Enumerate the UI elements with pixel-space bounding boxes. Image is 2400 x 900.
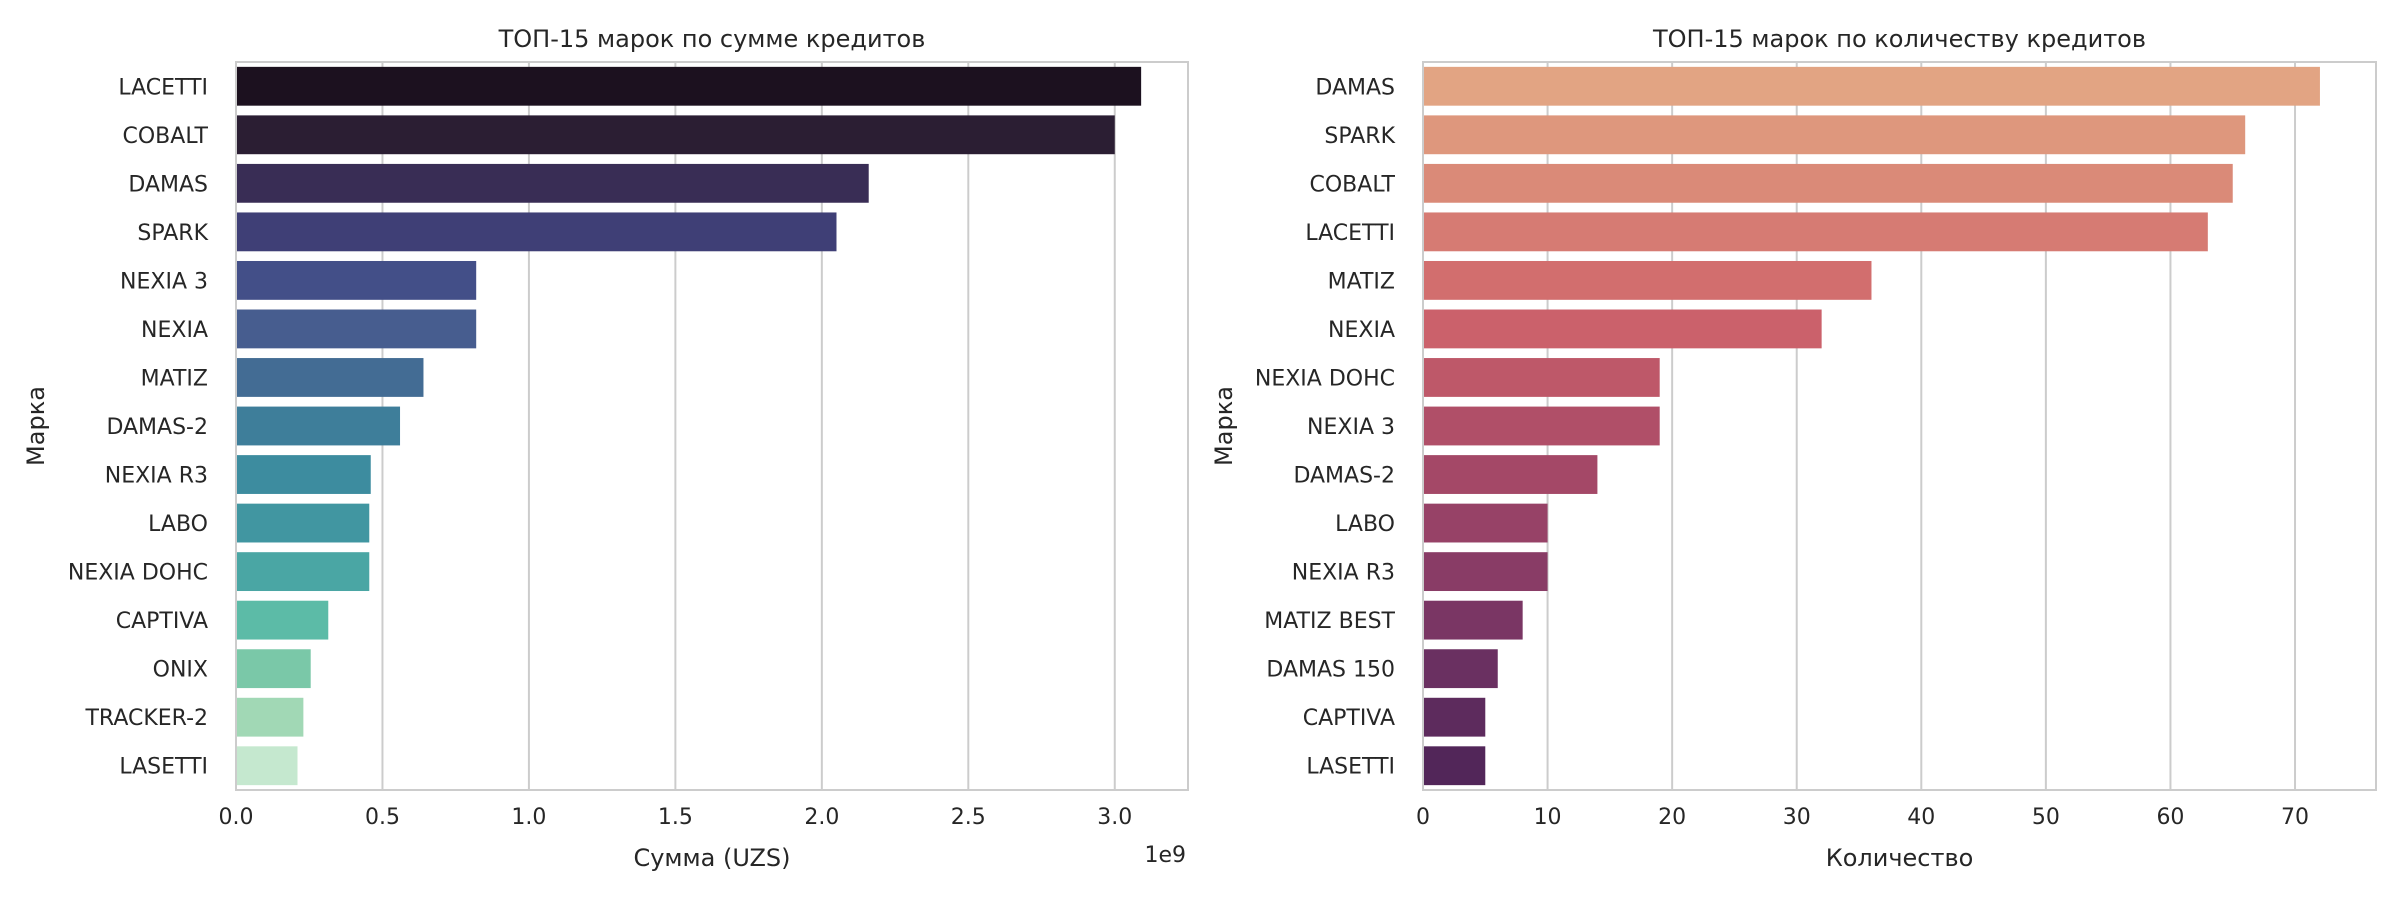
- bar: [236, 697, 304, 737]
- y-tick-label: NEXIA 3: [120, 269, 208, 294]
- bar: [1423, 212, 2208, 252]
- bar: [236, 115, 1115, 155]
- y-tick-label: NEXIA: [1328, 318, 1395, 343]
- x-tick-label: 0: [1416, 805, 1430, 830]
- y-tick-label: LABO: [1335, 512, 1395, 537]
- bar: [1423, 697, 1486, 737]
- bar: [1423, 455, 1598, 494]
- bar: [236, 649, 311, 689]
- bar: [236, 163, 869, 203]
- plot-frame: [235, 61, 1189, 791]
- y-tick-label: LABO: [148, 512, 208, 537]
- bar: [236, 746, 298, 786]
- x-tick-labels: 0.0 0.5 1.0 1.5 2.0 2.5 3.0: [219, 805, 1133, 830]
- x-tick-label: 3.0: [1097, 805, 1132, 830]
- bar: [236, 212, 837, 252]
- y-tick-labels: DAMAS SPARK COBALT LACETTI MATIZ NEXIA NEXIA D…: [1255, 75, 1396, 779]
- y-tick-label: ONIX: [153, 658, 208, 683]
- x-axis-label: Сумма (UZS): [633, 844, 790, 872]
- x-tick-label: 30: [1783, 805, 1811, 830]
- x-axis-label: Количество: [1826, 844, 1974, 872]
- bar: [1423, 309, 1822, 349]
- y-tick-label: DAMAS: [1315, 75, 1395, 100]
- y-tick-label: DAMAS-2: [1293, 464, 1395, 489]
- y-tick-label: NEXIA R3: [1292, 561, 1395, 586]
- y-tick-label: MATIZ BEST: [1264, 609, 1395, 634]
- x-axis-offset-label: 1e9: [1144, 843, 1186, 868]
- bar: [236, 260, 477, 300]
- y-tick-label: SPARK: [1324, 124, 1395, 149]
- x-tick-label: 0.5: [365, 805, 400, 830]
- bar: [236, 600, 329, 640]
- y-tick-label: SPARK: [137, 221, 208, 246]
- x-tick-labels: 0 10 20 30 40 50 60 70: [1416, 805, 2309, 830]
- y-tick-label: NEXIA DOHC: [68, 561, 208, 586]
- bar: [236, 309, 477, 349]
- x-tick-label: 2.0: [804, 805, 839, 830]
- x-tick-label: 50: [2032, 805, 2060, 830]
- chart-title: ТОП-15 марок по сумме кредитов: [498, 25, 926, 53]
- y-tick-label: LACETTI: [118, 75, 208, 100]
- y-tick-label: NEXIA 3: [1307, 415, 1395, 440]
- chart-sum: LACETTI COBALT DAMAS SPARK NEXIA 3 NEXIA MATIZ…: [22, 25, 1189, 872]
- x-tick-label: 1.0: [511, 805, 546, 830]
- bar: [1423, 503, 1548, 543]
- bar: [1423, 358, 1660, 397]
- y-axis-label: Марка: [22, 386, 50, 466]
- chart-title: ТОП-15 марок по количеству кредитов: [1652, 25, 2146, 53]
- x-tick-label: 60: [2156, 805, 2184, 830]
- bar: [1423, 406, 1660, 446]
- bar: [1423, 600, 1523, 640]
- y-tick-label: MATIZ: [1328, 269, 1395, 294]
- bar: [1423, 115, 2246, 155]
- bar: [1423, 552, 1548, 592]
- bar: [236, 358, 424, 397]
- y-tick-label: LACETTI: [1305, 221, 1395, 246]
- bar: [1423, 163, 2233, 203]
- y-tick-label: DAMAS: [128, 172, 208, 197]
- y-tick-label: COBALT: [123, 124, 209, 149]
- bar: [236, 66, 1142, 106]
- bars: [236, 66, 1142, 786]
- y-tick-labels: LACETTI COBALT DAMAS SPARK NEXIA 3 NEXIA MATIZ…: [68, 75, 209, 779]
- y-tick-label: DAMAS 150: [1266, 658, 1395, 683]
- x-tick-label: 20: [1658, 805, 1686, 830]
- y-tick-label: LASETTI: [119, 755, 208, 780]
- y-tick-label: CAPTIVA: [116, 609, 208, 634]
- y-tick-label: CAPTIVA: [1303, 706, 1395, 731]
- x-tick-label: 2.5: [951, 805, 986, 830]
- bar: [1423, 649, 1498, 689]
- bar: [1423, 260, 1872, 300]
- bar: [236, 503, 370, 543]
- x-tick-label: 1.5: [658, 805, 693, 830]
- bar: [1423, 66, 2320, 106]
- x-tick-label: 0.0: [219, 805, 254, 830]
- plot-frame: [1422, 61, 2377, 791]
- y-tick-label: MATIZ: [141, 366, 208, 391]
- y-tick-label: TRACKER-2: [84, 706, 208, 731]
- bar: [236, 406, 401, 446]
- y-tick-label: NEXIA: [141, 318, 208, 343]
- y-tick-label: LASETTI: [1306, 755, 1395, 780]
- chart-count: DAMAS SPARK COBALT LACETTI MATIZ NEXIA NEXIA D…: [1210, 25, 2377, 872]
- bar: [236, 552, 370, 592]
- x-tick-label: 10: [1534, 805, 1562, 830]
- x-tick-label: 40: [1907, 805, 1935, 830]
- y-tick-label: COBALT: [1310, 172, 1396, 197]
- y-tick-label: DAMAS-2: [106, 415, 208, 440]
- bar: [1423, 746, 1486, 786]
- bars: [1423, 66, 2320, 786]
- x-tick-label: 70: [2281, 805, 2309, 830]
- y-tick-label: NEXIA R3: [105, 464, 208, 489]
- y-tick-label: NEXIA DOHC: [1255, 366, 1395, 391]
- bar: [236, 455, 371, 494]
- y-axis-label: Марка: [1210, 386, 1238, 466]
